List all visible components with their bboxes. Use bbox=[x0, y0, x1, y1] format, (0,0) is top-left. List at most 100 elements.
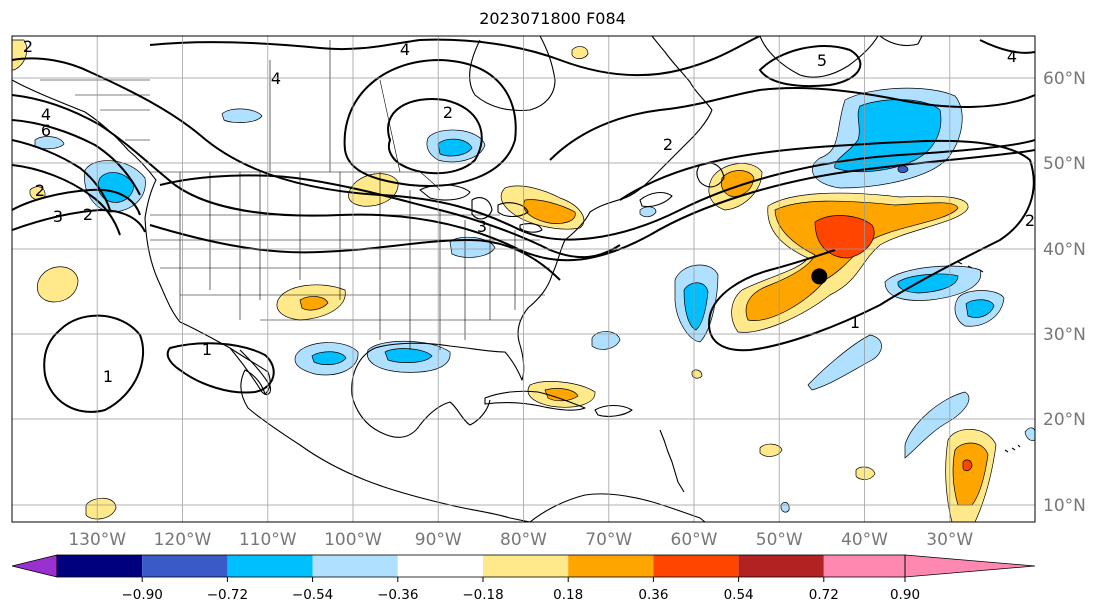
colorbar-ticks bbox=[141, 577, 906, 582]
contour-label: 2 bbox=[443, 103, 453, 122]
negative-anomaly-peak bbox=[897, 165, 909, 173]
colorbar-segment bbox=[738, 555, 824, 577]
contour-label: 1 bbox=[103, 367, 113, 386]
colorbar-tick-label: 0.36 bbox=[638, 587, 668, 603]
colorbar-arrow-low bbox=[11, 554, 58, 578]
lon-label: 70°W bbox=[585, 530, 632, 550]
map-content: 2 4 6 4 2 3 2 4 3 2 1 1 1 5 4 2 2 bbox=[12, 36, 1035, 522]
lon-label: 60°W bbox=[671, 530, 718, 550]
contour-line bbox=[12, 139, 111, 211]
contour-line bbox=[979, 39, 1035, 54]
lon-label: 80°W bbox=[500, 530, 547, 550]
positive-anomaly-core bbox=[523, 199, 576, 224]
contour-lines bbox=[12, 36, 1035, 413]
colorbar-segment bbox=[312, 555, 398, 577]
colorbar-tick-label: −0.36 bbox=[377, 587, 418, 603]
contour-line bbox=[12, 208, 146, 233]
colorbar-segment bbox=[568, 555, 654, 577]
colorbar-arrow-high bbox=[904, 554, 1036, 578]
contour-line bbox=[387, 98, 483, 175]
west-coastline bbox=[12, 79, 531, 522]
negative-anomaly-core bbox=[897, 273, 959, 294]
colorbar: −0.90 −0.72 −0.54 −0.36 −0.18 0.18 0.36 … bbox=[11, 554, 1036, 603]
contour-line bbox=[343, 58, 517, 187]
colorbar-tick-label: −0.72 bbox=[207, 587, 248, 603]
lon-label: 40°W bbox=[841, 530, 888, 550]
contour-line bbox=[12, 119, 141, 196]
contour-label: 2 bbox=[23, 37, 33, 56]
positive-anomaly-blob bbox=[855, 466, 876, 480]
contour-line bbox=[166, 342, 275, 394]
colorbar-segment bbox=[483, 555, 569, 577]
state-border bbox=[269, 40, 401, 173]
negative-anomaly-core bbox=[311, 351, 347, 365]
colorbar-segment bbox=[653, 555, 739, 577]
lon-label: 110°W bbox=[239, 530, 297, 550]
contour-line bbox=[159, 174, 621, 259]
negative-anomaly-blob bbox=[591, 331, 621, 350]
contour-label: 5 bbox=[817, 51, 827, 70]
positive-anomaly-blob bbox=[759, 443, 783, 457]
location-marker bbox=[811, 268, 828, 285]
positive-anomaly-core bbox=[544, 388, 579, 402]
positive-anomaly-core bbox=[745, 200, 959, 321]
hudson-bay-coastline bbox=[469, 36, 556, 112]
negative-anomaly-core bbox=[683, 282, 709, 331]
contour-line bbox=[12, 57, 1035, 241]
contour-line bbox=[12, 94, 1035, 262]
negative-anomaly-blob bbox=[449, 236, 496, 258]
positive-anomaly-blob bbox=[29, 186, 46, 200]
colorbar-tick-label: 0.54 bbox=[724, 587, 754, 603]
colorbar-tick-label: 0.72 bbox=[809, 587, 839, 603]
contour-label: 2 bbox=[35, 181, 45, 200]
great-lakes bbox=[419, 184, 543, 233]
negative-anomaly-blob bbox=[639, 206, 657, 218]
colorbar-frame bbox=[56, 554, 906, 578]
lat-label: 40°N bbox=[1043, 240, 1086, 260]
lon-label: 120°W bbox=[154, 530, 212, 550]
positive-anomaly-blob bbox=[571, 46, 589, 59]
hispaniola-coastline bbox=[594, 404, 633, 417]
negative-anomaly-blob bbox=[221, 108, 263, 123]
negative-anomaly-core bbox=[965, 299, 995, 318]
iceland-coastline bbox=[879, 36, 923, 47]
lat-label: 10°N bbox=[1043, 496, 1086, 516]
positive-anomaly-core bbox=[952, 442, 989, 506]
lat-label: 50°N bbox=[1043, 154, 1086, 174]
yucatan-coastline bbox=[351, 394, 491, 438]
negative-anomaly-core bbox=[437, 138, 473, 157]
contour-label: 3 bbox=[477, 217, 487, 236]
contour-label: 2 bbox=[663, 135, 673, 154]
gridlines bbox=[12, 36, 1035, 522]
negative-anomaly-blob bbox=[904, 391, 970, 459]
lon-label: 50°W bbox=[756, 530, 803, 550]
colorbar-tick-labels: −0.90 −0.72 −0.54 −0.36 −0.18 0.18 0.36 … bbox=[122, 587, 921, 603]
colorbar-segment bbox=[142, 555, 228, 577]
positive-anomaly-core bbox=[299, 296, 329, 311]
latitude-labels: 60°N 50°N 40°N 30°N 20°N 10°N bbox=[1043, 69, 1086, 516]
lesser-antilles bbox=[659, 429, 685, 493]
lon-label: 30°W bbox=[926, 530, 973, 550]
contour-line bbox=[549, 87, 1035, 161]
lon-label: 100°W bbox=[324, 530, 382, 550]
baja-coastline bbox=[229, 347, 272, 395]
contour-line bbox=[149, 36, 761, 77]
azores bbox=[957, 261, 984, 273]
colorbar-tick-label: 0.90 bbox=[890, 587, 920, 603]
contour-label: 3 bbox=[53, 207, 63, 226]
contour-label: 2 bbox=[83, 205, 93, 224]
nova-scotia-coastline bbox=[639, 191, 673, 208]
negative-anomaly-blob bbox=[780, 501, 790, 513]
positive-anomaly-peak bbox=[962, 459, 973, 472]
colorbar-tick-label: −0.90 bbox=[122, 587, 163, 603]
chart-title: 2023071800 F084 bbox=[479, 9, 626, 28]
contour-label: 1 bbox=[850, 313, 860, 332]
labrador-coastline bbox=[651, 36, 713, 111]
colorbar-tick-label: −0.54 bbox=[292, 587, 333, 603]
contour-label: 1 bbox=[202, 340, 212, 359]
coastlines bbox=[12, 36, 1021, 522]
negative-anomaly-core bbox=[384, 348, 433, 363]
colorbar-segment bbox=[57, 555, 143, 577]
colorbar-segment bbox=[823, 555, 905, 577]
